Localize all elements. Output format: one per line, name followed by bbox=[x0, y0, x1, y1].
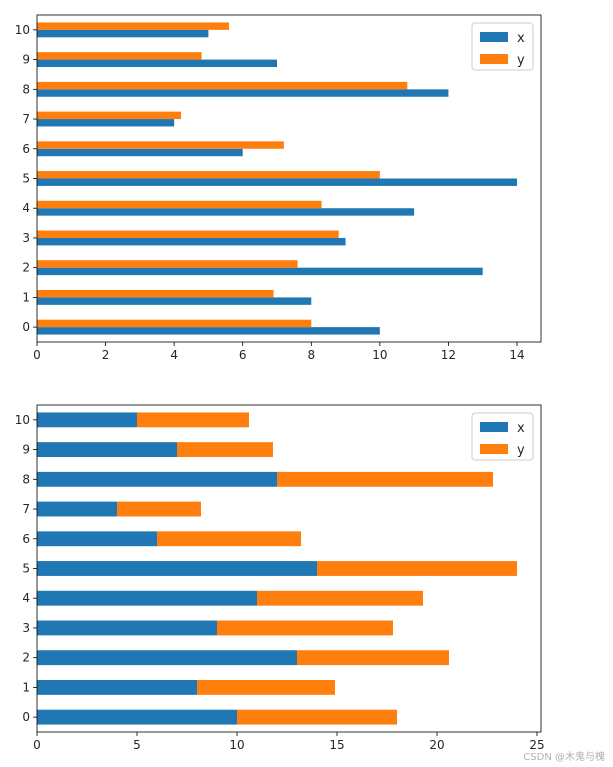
bar-y-6 bbox=[157, 531, 301, 547]
bar-y-10 bbox=[137, 412, 249, 428]
x-tick-label: 5 bbox=[133, 738, 141, 752]
bar-y-4 bbox=[37, 200, 322, 209]
y-tick-label: 0 bbox=[22, 710, 30, 724]
chart-panel-2: 0 5 10 15 20 25 0 1 2 3 4 5 6 7 8 9 10 xy bbox=[15, 404, 545, 752]
y-tick-label: 1 bbox=[22, 290, 30, 304]
bar-y-9 bbox=[37, 52, 202, 60]
bar-y-6 bbox=[37, 141, 284, 149]
bar-x-3 bbox=[37, 620, 217, 636]
bar-x-7 bbox=[37, 501, 117, 517]
y-tick-label: 5 bbox=[22, 562, 30, 576]
y-tick-label: 5 bbox=[22, 172, 30, 186]
bar-y-4 bbox=[257, 590, 423, 606]
y-tick-label: 7 bbox=[22, 502, 30, 516]
bar-y-0 bbox=[37, 319, 312, 328]
x-tick-label: 0 bbox=[33, 738, 41, 752]
legend-label-x: x bbox=[517, 421, 525, 436]
legend: xy bbox=[471, 412, 534, 461]
y-tick-label: 4 bbox=[22, 591, 30, 605]
y-tick-label: 3 bbox=[22, 231, 30, 245]
bar-x-6 bbox=[37, 148, 243, 157]
y-tick-label: 6 bbox=[22, 532, 30, 546]
y-tick-label: 8 bbox=[22, 82, 30, 96]
bar-x-2 bbox=[37, 267, 483, 276]
y-tick-label: 10 bbox=[15, 413, 30, 427]
legend: xy bbox=[471, 22, 534, 71]
legend-label-x: x bbox=[517, 31, 525, 46]
y-tick-label: 9 bbox=[22, 53, 30, 67]
y-tick-label: 6 bbox=[22, 142, 30, 156]
legend-swatch-y bbox=[480, 54, 508, 64]
y-tick-label: 1 bbox=[22, 680, 30, 694]
bar-x-8 bbox=[37, 89, 449, 97]
bar-y-1 bbox=[197, 679, 335, 695]
bar-y-0 bbox=[237, 709, 397, 725]
bar-y-2 bbox=[37, 260, 298, 268]
bar-x-10 bbox=[37, 412, 137, 428]
bar-x-1 bbox=[37, 297, 312, 305]
legend-label-y: y bbox=[517, 53, 525, 68]
bar-x-9 bbox=[37, 442, 177, 458]
bar-y-3 bbox=[37, 230, 339, 238]
bar-x-9 bbox=[37, 59, 277, 68]
bar-x-7 bbox=[37, 119, 175, 127]
bar-y-9 bbox=[177, 442, 273, 458]
y-tick-label: 8 bbox=[22, 472, 30, 486]
x-tick-label: 14 bbox=[509, 348, 524, 362]
bar-y-1 bbox=[37, 289, 274, 298]
x-tick-label: 12 bbox=[441, 348, 456, 362]
bar-x-6 bbox=[37, 531, 157, 547]
x-tick-label: 0 bbox=[33, 348, 41, 362]
x-tick-label: 4 bbox=[170, 348, 178, 362]
x-tick-label: 8 bbox=[307, 348, 315, 362]
bar-y-5 bbox=[317, 561, 517, 576]
bar-y-3 bbox=[217, 620, 393, 636]
y-tick-label: 0 bbox=[22, 320, 30, 334]
bar-y-8 bbox=[277, 471, 493, 487]
y-tick-label: 4 bbox=[22, 201, 30, 215]
bar-y-2 bbox=[297, 650, 449, 666]
bar-x-5 bbox=[37, 178, 517, 186]
bar-x-2 bbox=[37, 650, 297, 666]
y-tick-label: 10 bbox=[15, 23, 30, 37]
y-tick-label: 3 bbox=[22, 621, 30, 635]
y-tick-label: 2 bbox=[22, 651, 30, 665]
bar-y-7 bbox=[117, 501, 201, 517]
legend-label-y: y bbox=[517, 443, 525, 458]
bar-x-4 bbox=[37, 590, 257, 606]
y-tick-label: 9 bbox=[22, 443, 30, 457]
bar-x-0 bbox=[37, 327, 380, 335]
legend-swatch-x bbox=[480, 422, 508, 432]
bar-y-7 bbox=[37, 111, 181, 120]
x-tick-label: 6 bbox=[239, 348, 247, 362]
x-tick-label: 25 bbox=[529, 738, 544, 752]
y-tick-label: 2 bbox=[22, 261, 30, 275]
bar-x-5 bbox=[37, 561, 317, 576]
bar-x-8 bbox=[37, 471, 277, 487]
bar-y-8 bbox=[37, 81, 408, 90]
legend-swatch-y bbox=[480, 444, 508, 454]
watermark: CSDN @木鬼与槐 bbox=[523, 752, 605, 763]
bar-x-0 bbox=[37, 709, 237, 725]
bar-y-10 bbox=[37, 22, 229, 30]
x-tick-label: 2 bbox=[102, 348, 110, 362]
bar-y-5 bbox=[37, 171, 380, 179]
x-tick-label: 20 bbox=[429, 738, 444, 752]
legend-swatch-x bbox=[480, 32, 508, 42]
bar-x-1 bbox=[37, 679, 197, 695]
bar-x-10 bbox=[37, 29, 209, 38]
y-tick-label: 7 bbox=[22, 112, 30, 126]
x-tick-label: 15 bbox=[329, 738, 344, 752]
bar-x-4 bbox=[37, 208, 415, 216]
x-tick-label: 10 bbox=[229, 738, 244, 752]
x-tick-label: 10 bbox=[372, 348, 387, 362]
bar-x-3 bbox=[37, 237, 346, 246]
